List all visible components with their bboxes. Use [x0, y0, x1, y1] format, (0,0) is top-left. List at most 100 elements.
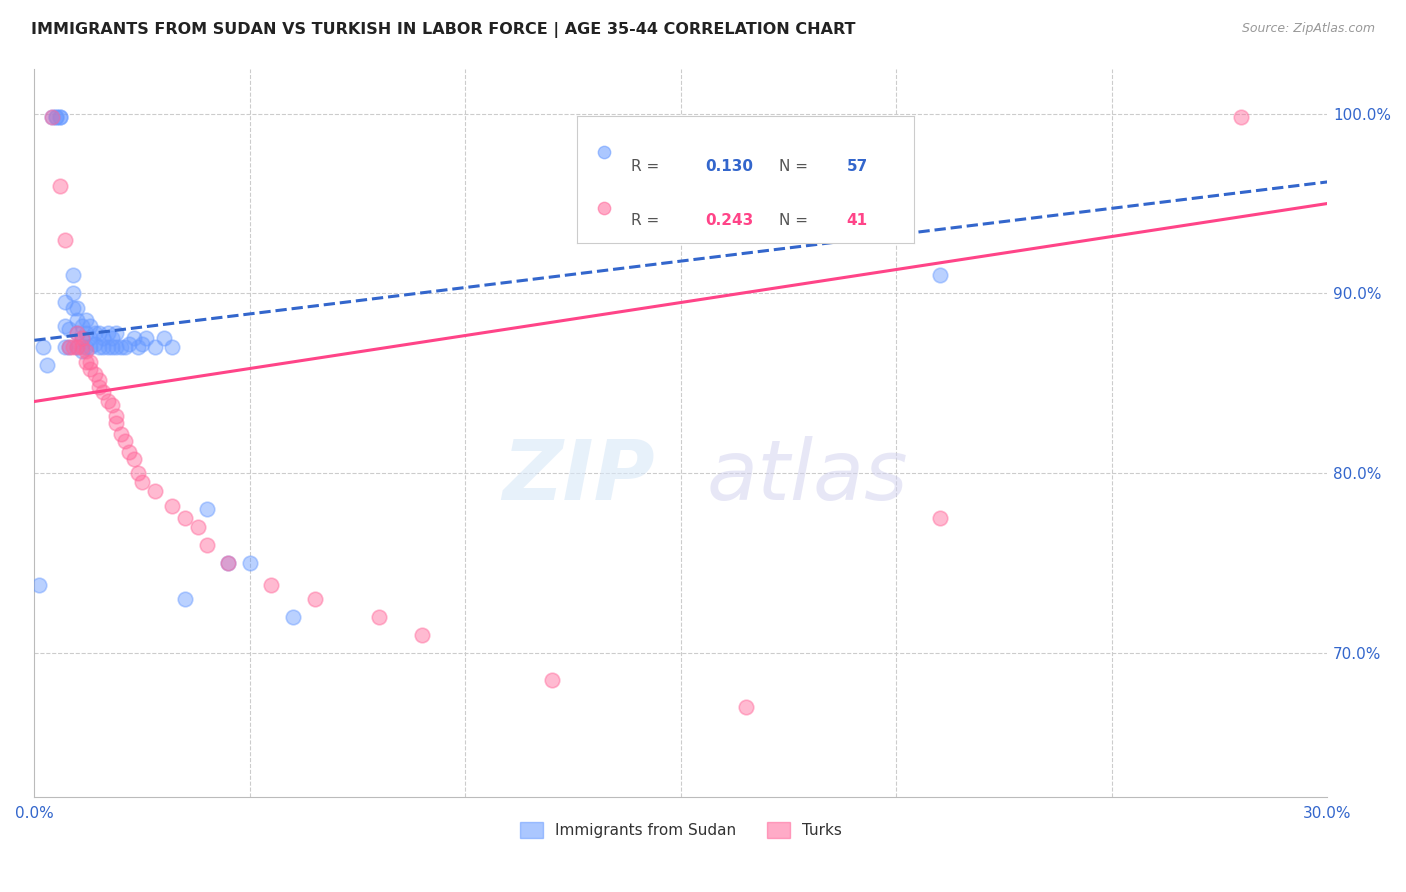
Point [174, 592, 197, 607]
Text: atlas: atlas [707, 436, 908, 517]
Point [53, 295, 76, 310]
Point [135, 331, 157, 345]
Point [32, 341, 55, 355]
Point [49, 110, 72, 124]
Point [143, 341, 166, 355]
Point [174, 511, 197, 525]
Point [105, 416, 128, 430]
Point [79, 355, 101, 369]
Point [66, 341, 89, 355]
Point [118, 445, 141, 459]
Point [217, 557, 239, 571]
Point [281, 610, 304, 624]
Point [66, 313, 89, 327]
Point [97, 341, 120, 355]
Point [127, 467, 149, 481]
Point [79, 341, 101, 355]
Point [83, 368, 105, 382]
Point [368, 610, 391, 624]
Point [70, 344, 93, 359]
Point [66, 326, 89, 340]
Point [58, 341, 80, 355]
Point [87, 373, 110, 387]
Point [70, 318, 93, 333]
Point [110, 426, 132, 441]
Point [79, 362, 101, 376]
Point [58, 322, 80, 336]
Point [45, 110, 67, 124]
Point [75, 313, 97, 327]
Point [91, 341, 114, 355]
Point [734, 700, 756, 714]
Point [118, 337, 141, 351]
Point [195, 502, 218, 516]
Point [114, 434, 136, 448]
Point [540, 673, 562, 688]
Text: IMMIGRANTS FROM SUDAN VS TURKISH IN LABOR FORCE | AGE 35-44 CORRELATION CHART: IMMIGRANTS FROM SUDAN VS TURKISH IN LABO… [31, 22, 855, 38]
Point [127, 341, 149, 355]
Point [79, 318, 101, 333]
Point [66, 326, 89, 340]
Point [131, 337, 153, 351]
Point [37, 359, 59, 373]
Point [162, 499, 184, 513]
Point [62, 301, 84, 315]
Point [41, 110, 63, 124]
Point [79, 331, 101, 345]
Point [110, 341, 132, 355]
Point [260, 578, 283, 592]
Text: Source: ZipAtlas.com: Source: ZipAtlas.com [1241, 22, 1375, 36]
Point [217, 557, 239, 571]
Point [162, 341, 184, 355]
Point [75, 326, 97, 340]
Point [87, 380, 110, 394]
Point [62, 268, 84, 283]
Point [143, 484, 166, 499]
Point [41, 110, 63, 124]
Point [101, 341, 124, 355]
Point [75, 341, 97, 355]
Point [66, 341, 89, 355]
Point [75, 344, 97, 359]
Point [83, 326, 105, 340]
Point [114, 341, 136, 355]
Point [70, 331, 93, 345]
Point [45, 110, 67, 124]
Point [105, 409, 128, 423]
Point [66, 301, 89, 315]
Legend: Immigrants from Sudan, Turks: Immigrants from Sudan, Turks [513, 816, 848, 845]
Point [195, 539, 218, 553]
Point [187, 520, 209, 534]
Point [62, 341, 84, 355]
Point [101, 398, 124, 412]
Point [58, 341, 80, 355]
Point [87, 341, 110, 355]
Point [304, 592, 326, 607]
Point [411, 628, 433, 642]
Point [28, 578, 51, 592]
Point [122, 331, 145, 345]
Point [83, 337, 105, 351]
Point [131, 475, 153, 490]
Point [87, 326, 110, 340]
Point [49, 178, 72, 193]
Point [1230, 110, 1253, 124]
Point [239, 557, 262, 571]
Point [91, 331, 114, 345]
Point [75, 355, 97, 369]
Point [97, 326, 120, 340]
Point [928, 511, 950, 525]
Point [101, 331, 124, 345]
Point [49, 110, 72, 124]
Point [105, 326, 128, 340]
Point [70, 331, 93, 345]
Point [97, 394, 120, 409]
Point [152, 331, 174, 345]
Point [928, 268, 950, 283]
Point [105, 341, 128, 355]
Point [62, 286, 84, 301]
Point [53, 233, 76, 247]
Point [70, 341, 93, 355]
Text: ZIP: ZIP [502, 436, 655, 517]
Point [91, 385, 114, 400]
